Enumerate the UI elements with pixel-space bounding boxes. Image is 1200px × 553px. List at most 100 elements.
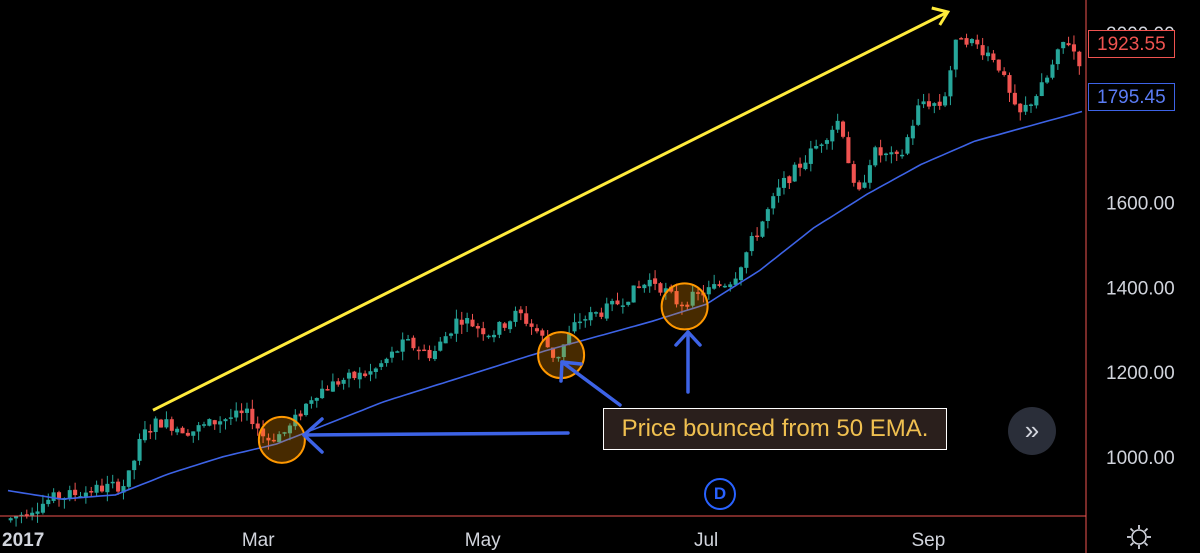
candle-body bbox=[1028, 104, 1034, 106]
x-tick-label: Jul bbox=[694, 530, 718, 551]
candle-body bbox=[46, 499, 51, 505]
candle-body bbox=[932, 103, 937, 106]
candle-body bbox=[824, 140, 829, 144]
candle-body bbox=[551, 347, 556, 358]
candle-body bbox=[395, 351, 400, 353]
candle-body bbox=[781, 177, 787, 188]
candle-body bbox=[314, 397, 319, 401]
candle-body bbox=[599, 312, 604, 317]
candle-body bbox=[1039, 82, 1044, 97]
candle-body bbox=[363, 373, 368, 377]
candle-body bbox=[330, 381, 335, 392]
candle-body bbox=[465, 318, 470, 324]
candle-body bbox=[964, 38, 969, 45]
candle-body bbox=[261, 428, 266, 437]
candle-body bbox=[67, 490, 72, 499]
candle-body bbox=[121, 486, 126, 493]
bounce-highlight-circle bbox=[257, 415, 306, 464]
candle-body bbox=[830, 129, 835, 142]
annotation-arrow-left-head bbox=[302, 417, 324, 454]
candle-body bbox=[867, 165, 872, 183]
candle-body bbox=[379, 363, 384, 367]
candle-body bbox=[1050, 64, 1055, 78]
candle-body bbox=[776, 187, 781, 196]
candle-body bbox=[223, 419, 228, 422]
candle-body bbox=[529, 323, 534, 327]
candle-body bbox=[30, 512, 35, 516]
candle-body bbox=[738, 267, 744, 281]
candle-body bbox=[142, 429, 147, 441]
candle-body bbox=[556, 356, 561, 359]
candle-body bbox=[255, 423, 260, 429]
candle-body bbox=[14, 516, 19, 519]
candle-body bbox=[1061, 41, 1066, 49]
candle-body bbox=[636, 286, 642, 288]
candle-body bbox=[921, 101, 926, 105]
y-tick-label: 1000.00 bbox=[1106, 448, 1175, 469]
candle-body bbox=[658, 283, 663, 293]
candle-body bbox=[94, 484, 99, 493]
candle-body bbox=[475, 326, 480, 329]
candle-body bbox=[803, 162, 808, 170]
candle-body bbox=[744, 252, 749, 268]
candle-body bbox=[878, 147, 883, 156]
candle-body bbox=[819, 144, 824, 146]
candle-body bbox=[148, 430, 153, 433]
interval-badge[interactable]: D bbox=[704, 478, 736, 510]
candle-body bbox=[89, 491, 94, 493]
candle-body bbox=[250, 408, 255, 425]
candle-body bbox=[883, 153, 889, 156]
candle-body bbox=[73, 489, 78, 496]
candle-body bbox=[583, 319, 588, 321]
candle-body bbox=[905, 137, 910, 154]
candle-body bbox=[325, 389, 330, 391]
y-tick-label: 1200.00 bbox=[1106, 363, 1175, 384]
candle-body bbox=[218, 421, 223, 425]
candlesticks bbox=[8, 33, 1082, 527]
candle-body bbox=[1034, 96, 1039, 106]
candle-body bbox=[126, 470, 131, 487]
candle-body bbox=[277, 434, 282, 443]
candle-body bbox=[545, 337, 550, 348]
candle-body bbox=[352, 371, 357, 379]
candle-body bbox=[771, 196, 776, 209]
candle-body bbox=[626, 301, 631, 305]
candle-body bbox=[787, 176, 792, 184]
candle-body bbox=[116, 481, 121, 492]
candle-body bbox=[8, 518, 13, 521]
candle-body bbox=[663, 288, 668, 293]
candle-body bbox=[615, 300, 620, 305]
candle-body bbox=[389, 351, 394, 358]
candle-body bbox=[502, 323, 507, 328]
annotations bbox=[152, 6, 951, 464]
candle-body bbox=[953, 39, 958, 70]
candle-body bbox=[534, 328, 539, 332]
candle-body bbox=[1023, 104, 1028, 112]
candle-body bbox=[1055, 49, 1060, 65]
x-axis: 2017 Mar May Jul Sep bbox=[0, 515, 1086, 551]
candle-body bbox=[712, 284, 717, 289]
candle-body bbox=[513, 310, 518, 322]
candle-body bbox=[443, 336, 448, 344]
settings-gear-icon[interactable] bbox=[1126, 524, 1152, 550]
candle-body bbox=[572, 322, 577, 332]
candle-body bbox=[24, 514, 29, 517]
trend-arrow-line bbox=[152, 10, 949, 412]
candle-body bbox=[159, 419, 164, 428]
candle-body bbox=[137, 438, 142, 461]
candle-body bbox=[320, 388, 325, 399]
candle-body bbox=[937, 101, 942, 106]
candle-body bbox=[540, 330, 545, 336]
candle-body bbox=[491, 334, 497, 338]
candle-body bbox=[239, 410, 244, 414]
candle-body bbox=[948, 70, 953, 97]
annotation-arrow-up-head bbox=[674, 330, 702, 347]
candle-body bbox=[341, 379, 346, 384]
candle-body bbox=[83, 492, 88, 498]
candle-body bbox=[567, 332, 572, 345]
candle-body bbox=[196, 425, 201, 432]
candle-body bbox=[438, 341, 443, 351]
scroll-to-realtime-button[interactable]: » bbox=[1008, 407, 1056, 455]
candle-body bbox=[346, 372, 352, 379]
